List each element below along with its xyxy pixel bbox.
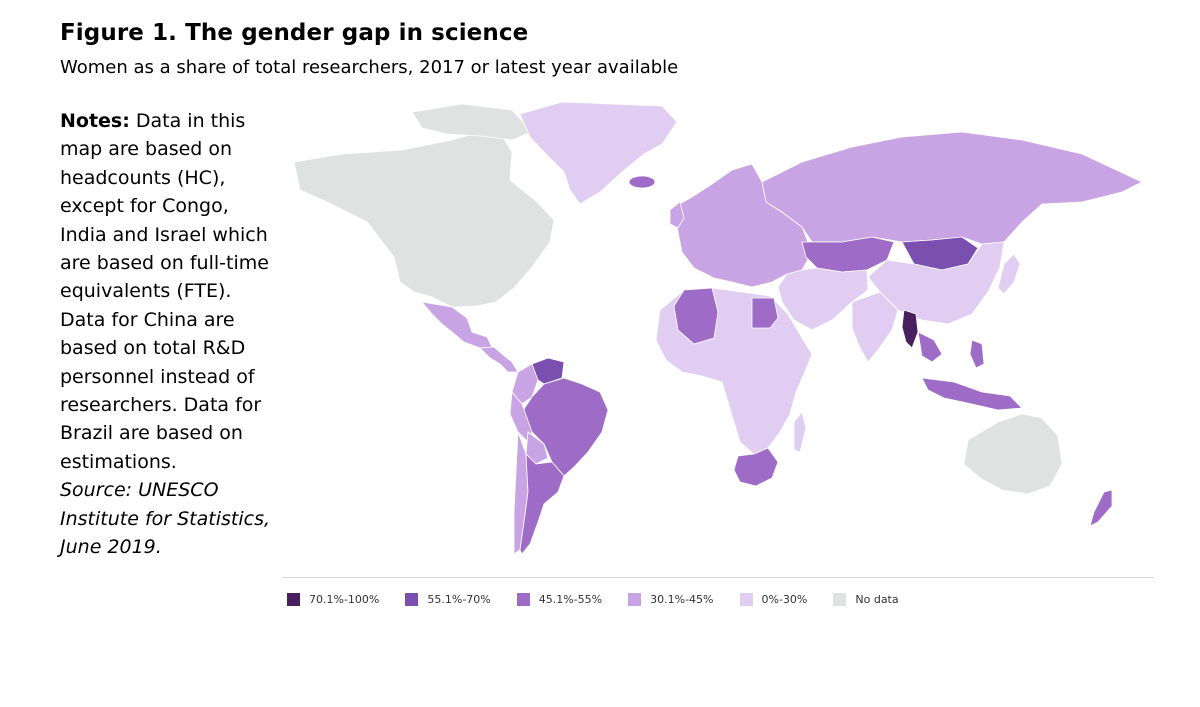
- region-kazakhstan: [801, 236, 895, 273]
- legend-swatch: [516, 593, 530, 606]
- world-map-svg: [293, 101, 1143, 555]
- legend-swatch: [287, 593, 300, 606]
- region-algeria: [673, 287, 719, 345]
- figure-subtitle: Women as a share of total researchers, 2…: [60, 57, 679, 78]
- legend-label: 55.1%-70%: [427, 593, 491, 606]
- region-new-zealand: [1089, 489, 1113, 527]
- legend-swatch: [405, 593, 419, 606]
- region-venezuela: [531, 357, 565, 385]
- legend-label: 0%-30%: [761, 593, 808, 606]
- region-iceland: [628, 175, 656, 189]
- notes-text: Data in this map are based on headcounts…: [60, 110, 269, 473]
- region-central-america: [479, 346, 519, 373]
- region-madagascar: [793, 411, 807, 453]
- region-north-america: [293, 126, 555, 308]
- source-text: Source: UNESCO Institute for Statistics,…: [60, 479, 271, 559]
- region-south-africa: [733, 447, 779, 487]
- legend-label: 30.1%-45%: [650, 593, 714, 606]
- legend-item: 70.1%-100%: [287, 593, 379, 606]
- region-bolivia: [525, 431, 549, 465]
- region-argentina: [519, 452, 565, 555]
- legend-label: 70.1%-100%: [309, 593, 380, 606]
- legend-swatch: [628, 593, 642, 606]
- legend-item: 45.1%-55%: [516, 593, 603, 606]
- notes-block: Notes: Data in this map are based on hea…: [60, 107, 275, 562]
- notes-label: Notes:: [60, 110, 130, 132]
- legend-item: 0%-30%: [739, 593, 808, 606]
- legend-divider: [282, 577, 1154, 578]
- region-egypt: [751, 297, 779, 329]
- region-russia: [761, 131, 1143, 245]
- legend-item: 55.1%-70%: [405, 593, 491, 606]
- legend-label: 45.1%-55%: [538, 593, 603, 606]
- legend-item: No data: [833, 593, 899, 606]
- region-philippines: [969, 339, 985, 369]
- region-canada-islands: [411, 103, 533, 141]
- legend-swatch: [739, 593, 753, 606]
- legend-item: 30.1%-45%: [628, 593, 714, 606]
- region-myanmar: [901, 309, 919, 349]
- region-australia: [963, 413, 1063, 495]
- region-mexico: [421, 301, 493, 349]
- region-southeast-asia: [917, 331, 943, 363]
- world-map: [282, 92, 1162, 578]
- region-uk: [669, 201, 685, 229]
- region-india: [851, 291, 899, 363]
- legend-swatch: [833, 593, 847, 606]
- region-greenland: [519, 101, 678, 205]
- region-japan: [997, 253, 1021, 295]
- region-europe: [673, 163, 813, 288]
- figure-title: Figure 1. The gender gap in science: [60, 20, 529, 46]
- region-indonesia: [921, 377, 1023, 411]
- legend-label: No data: [855, 593, 899, 606]
- map-legend: 70.1%-100% 55.1%-70% 45.1%-55% 30.1%-45%…: [287, 593, 925, 606]
